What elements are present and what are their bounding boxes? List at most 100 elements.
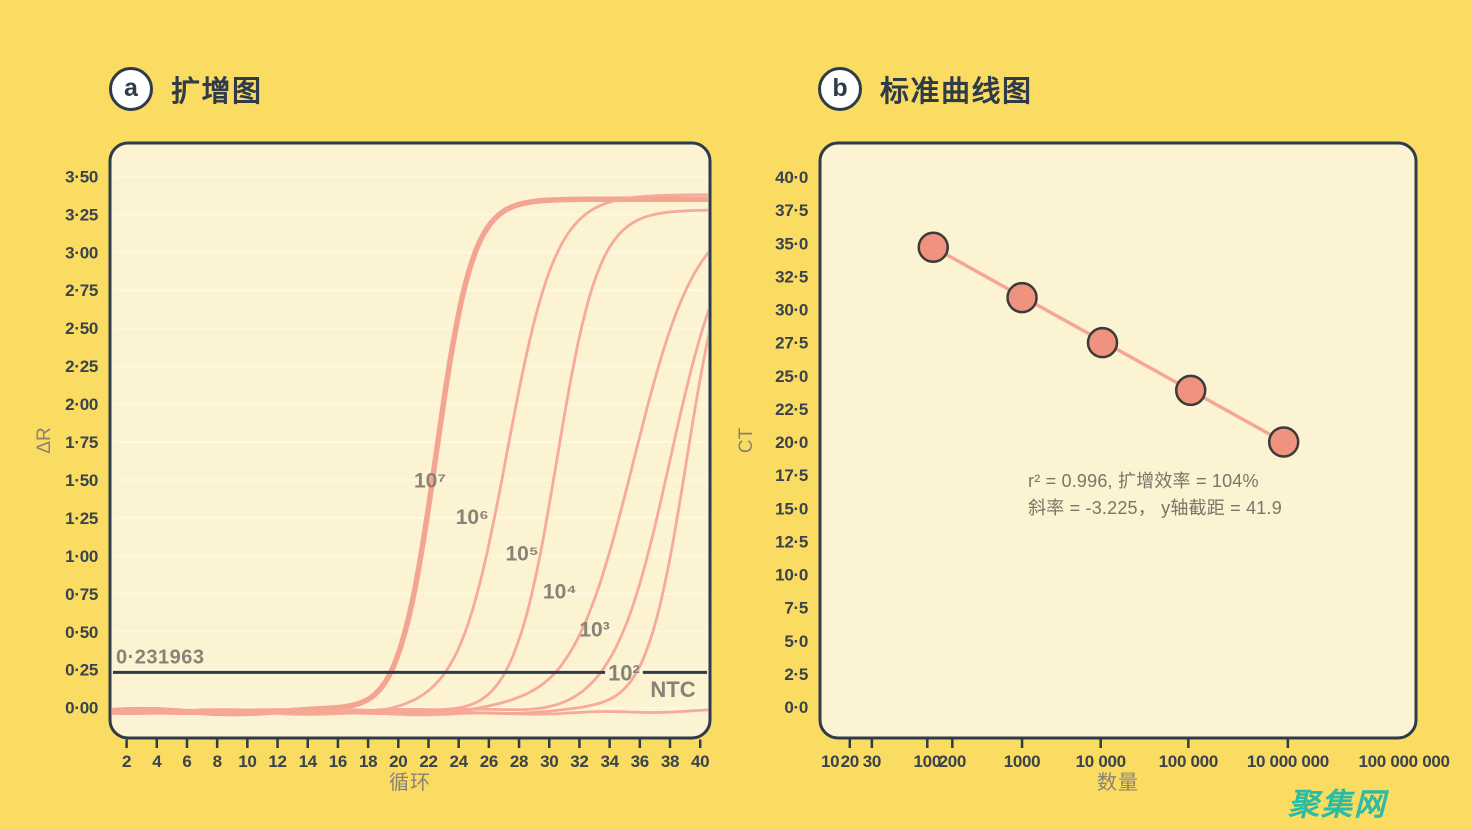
curve-NTC xyxy=(112,708,708,717)
y-tick-label: 20·0 xyxy=(775,433,808,452)
data-point xyxy=(1006,281,1038,314)
y-tick-label: 7·5 xyxy=(784,599,808,618)
y-tick-label: 27·5 xyxy=(775,334,808,353)
curve-label-NTC: NTC xyxy=(650,677,695,702)
y-tick-label: 0·0 xyxy=(784,698,808,717)
y-tick-label: 10·0 xyxy=(775,566,808,585)
x-tick-label: 40 xyxy=(691,752,709,771)
y-tick-label: 22·5 xyxy=(775,400,808,419)
y-axis-title: CT xyxy=(736,427,757,453)
amplification-plot: 0·231963 10² 3·50 3·25 3·00 2·75 2·50 2·25 2·00 1… xyxy=(34,141,712,794)
x-tick-label: 2 xyxy=(122,752,131,771)
y-tick-label: 5·0 xyxy=(784,632,808,651)
amplification-curves xyxy=(112,193,708,717)
y-tick-label: 1·75 xyxy=(65,433,98,452)
y-tick-label: 0·50 xyxy=(65,623,98,642)
y-tick-label: 25·0 xyxy=(775,367,808,386)
x-axis-title: 循环 xyxy=(389,771,431,794)
y-tick-label: 1·50 xyxy=(65,471,98,490)
y-tick-label: 2·75 xyxy=(65,281,98,300)
y-tick-label: 40·0 xyxy=(775,168,808,187)
plot-area xyxy=(820,143,1416,738)
x-tick-label: 100 xyxy=(914,752,941,771)
panel-b-title: 标准曲线图 xyxy=(880,76,1033,108)
curve-label-10⁴: 10⁴ xyxy=(543,580,577,603)
x-tick-label: 38 xyxy=(661,752,679,771)
x-tick-label: 30 xyxy=(863,752,881,771)
curve-label-10³: 10³ xyxy=(579,618,609,641)
x-tick-label: 22 xyxy=(419,752,437,771)
panel-b-header: b 标准曲线图 xyxy=(818,67,1033,111)
fit-annotation-line: 斜率 = -3.225， y轴截距 = 41.9 xyxy=(1028,498,1282,518)
x-tick-label: 30 xyxy=(540,752,558,771)
y-tick-label: 3·25 xyxy=(65,205,98,224)
panel-a-badge: a xyxy=(109,67,153,111)
x-tick-label: 24 xyxy=(450,752,469,771)
y-tick-label: 32·5 xyxy=(775,267,808,286)
x-tick-label: 26 xyxy=(480,752,498,771)
x-tick-label: 10 000 000 xyxy=(1247,752,1329,771)
x-tick-label: 200 xyxy=(939,752,966,771)
x-tick-label: 14 xyxy=(299,752,318,771)
standard-curve-plot: r² = 0.996, 扩增效率 = 104% 斜率 = -3.225， y轴截距… xyxy=(736,141,1450,794)
y-tick-label: 30·0 xyxy=(775,301,808,320)
x-tick-label: 1000 xyxy=(1004,752,1041,771)
y-tick-label: 15·0 xyxy=(775,499,808,518)
x-tick-label: 10 xyxy=(238,752,256,771)
x-axis-title: 数量 xyxy=(1097,771,1139,794)
curve-label-10⁵: 10⁵ xyxy=(505,542,538,565)
threshold: 0·231963 10² xyxy=(113,646,707,685)
data-point xyxy=(1086,326,1119,359)
data-point xyxy=(1267,426,1300,458)
curve-label-10⁶: 10⁶ xyxy=(456,506,489,529)
fit-annotation-line: r² = 0.996, 扩增效率 = 104% xyxy=(1028,471,1259,491)
y-tick-label: 35·0 xyxy=(775,234,808,253)
x-tick-label: 100 000 xyxy=(1159,752,1218,771)
panel-a-title: 扩增图 xyxy=(171,76,263,108)
x-tick-label: 28 xyxy=(510,752,528,771)
threshold-value-label: 0·231963 xyxy=(116,646,205,668)
y-axis-title: ΔR xyxy=(34,427,55,453)
y-tick-label: 37·5 xyxy=(775,201,808,220)
y-tick-label: 2·50 xyxy=(65,319,98,338)
x-tick-label: 6 xyxy=(182,752,191,771)
curve-label-102: 10² xyxy=(608,660,640,685)
watermark: 聚集网 xyxy=(1288,787,1387,822)
x-tick-label: 4 xyxy=(152,752,162,771)
y-tick-label: 2·00 xyxy=(65,395,98,414)
plot-border xyxy=(818,141,1418,740)
y-tick-label: 2·25 xyxy=(65,357,98,376)
x-tick-label: 100 000 000 xyxy=(1358,752,1449,771)
y-tick-label: 0·25 xyxy=(65,661,98,680)
x-tick-label: 20 xyxy=(841,752,859,771)
x-tick-label: 10 xyxy=(821,752,839,771)
y-tick-label: 3·00 xyxy=(65,243,98,262)
y-tick-label: 17·5 xyxy=(775,466,808,485)
y-tick-label: 3·50 xyxy=(65,167,98,186)
y-tick-label: 0·00 xyxy=(65,699,98,718)
y-tick-label: 2·5 xyxy=(784,665,808,684)
y-tick-label: 1·00 xyxy=(65,547,98,566)
y-tick-label: 1·25 xyxy=(65,509,98,528)
x-tick-label: 18 xyxy=(359,752,377,771)
panel-a-header: a 扩增图 xyxy=(109,67,263,111)
plot-area xyxy=(110,143,710,738)
x-tick-label: 32 xyxy=(570,752,588,771)
x-tick-label: 16 xyxy=(329,752,347,771)
panel-b-badge: b xyxy=(818,67,862,111)
curve-label-10⁷: 10⁷ xyxy=(414,470,446,493)
x-tick-label: 20 xyxy=(389,752,407,771)
curve-10² xyxy=(112,327,708,716)
x-tick-label: 8 xyxy=(213,752,222,771)
y-tick-label: 12·5 xyxy=(775,532,808,551)
x-tick-label: 10 000 xyxy=(1076,752,1126,771)
data-point xyxy=(917,231,949,264)
data-point xyxy=(1174,374,1207,407)
x-tick-label: 34 xyxy=(600,752,619,771)
x-tick-label: 12 xyxy=(268,752,286,771)
plot-border xyxy=(108,141,712,740)
y-tick-label: 0·75 xyxy=(65,585,98,604)
x-tick-label: 36 xyxy=(631,752,649,771)
